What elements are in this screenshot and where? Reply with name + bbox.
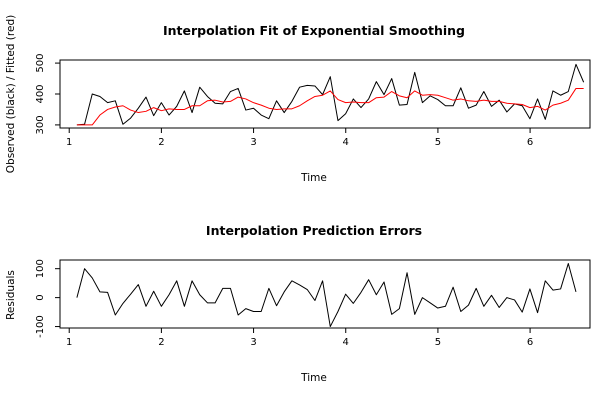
fit-chart-xlabel: Time	[300, 172, 327, 184]
fit-chart-series-observed-line	[76, 63, 585, 126]
fit-chart-series	[76, 63, 585, 126]
fit-chart-series-fitted-line	[76, 87, 584, 126]
fit-chart-y-tick-label: 500	[35, 54, 46, 73]
errors-chart-xlabel: Time	[300, 372, 327, 384]
errors-chart-y-tick-label: 100	[35, 259, 46, 278]
fit-chart-y-tick-label: 300	[35, 115, 46, 134]
errors-chart-ticks: 1 2 3 4 5 6 -100 0 100	[35, 259, 533, 348]
fit-chart-x-tick-label: 1	[66, 137, 72, 148]
fit-chart-x-tick-label: 5	[435, 137, 441, 148]
errors-chart-title: Interpolation Prediction Errors	[206, 223, 422, 238]
fit-chart-x-tick-label: 2	[158, 137, 164, 148]
fit-chart-x-tick-label: 3	[250, 137, 256, 148]
fit-chart-x-tick-label: 4	[343, 137, 349, 148]
errors-chart-ylabel: Residuals	[5, 270, 17, 320]
fit-chart-y-tick-label: 400	[35, 84, 46, 103]
errors-chart-series	[76, 262, 577, 328]
errors-chart: Interpolation Prediction Errors Time Res…	[5, 223, 591, 384]
errors-chart-y-tick-label: -100	[35, 315, 46, 338]
errors-chart-x-tick-label: 6	[527, 337, 533, 348]
errors-chart-y-tick-label: 0	[35, 294, 46, 300]
errors-chart-x-tick-label: 5	[435, 337, 441, 348]
fit-chart: Interpolation Fit of Exponential Smoothi…	[5, 15, 591, 184]
errors-chart-x-tick-label: 2	[158, 337, 164, 348]
fit-chart-x-tick-label: 6	[527, 137, 533, 148]
errors-chart-x-tick-label: 3	[250, 337, 256, 348]
fit-chart-title: Interpolation Fit of Exponential Smoothi…	[163, 23, 465, 38]
fit-chart-ticks: 1 2 3 4 5 6 300 400 500	[35, 54, 533, 148]
errors-chart-x-tick-label: 1	[66, 337, 72, 348]
fit-chart-ylabel: Observed (black) / Fitted (red)	[5, 15, 17, 173]
errors-chart-plot-frame	[59, 259, 591, 329]
errors-chart-series-residuals-line	[76, 262, 577, 328]
errors-chart-x-tick-label: 4	[343, 337, 349, 348]
